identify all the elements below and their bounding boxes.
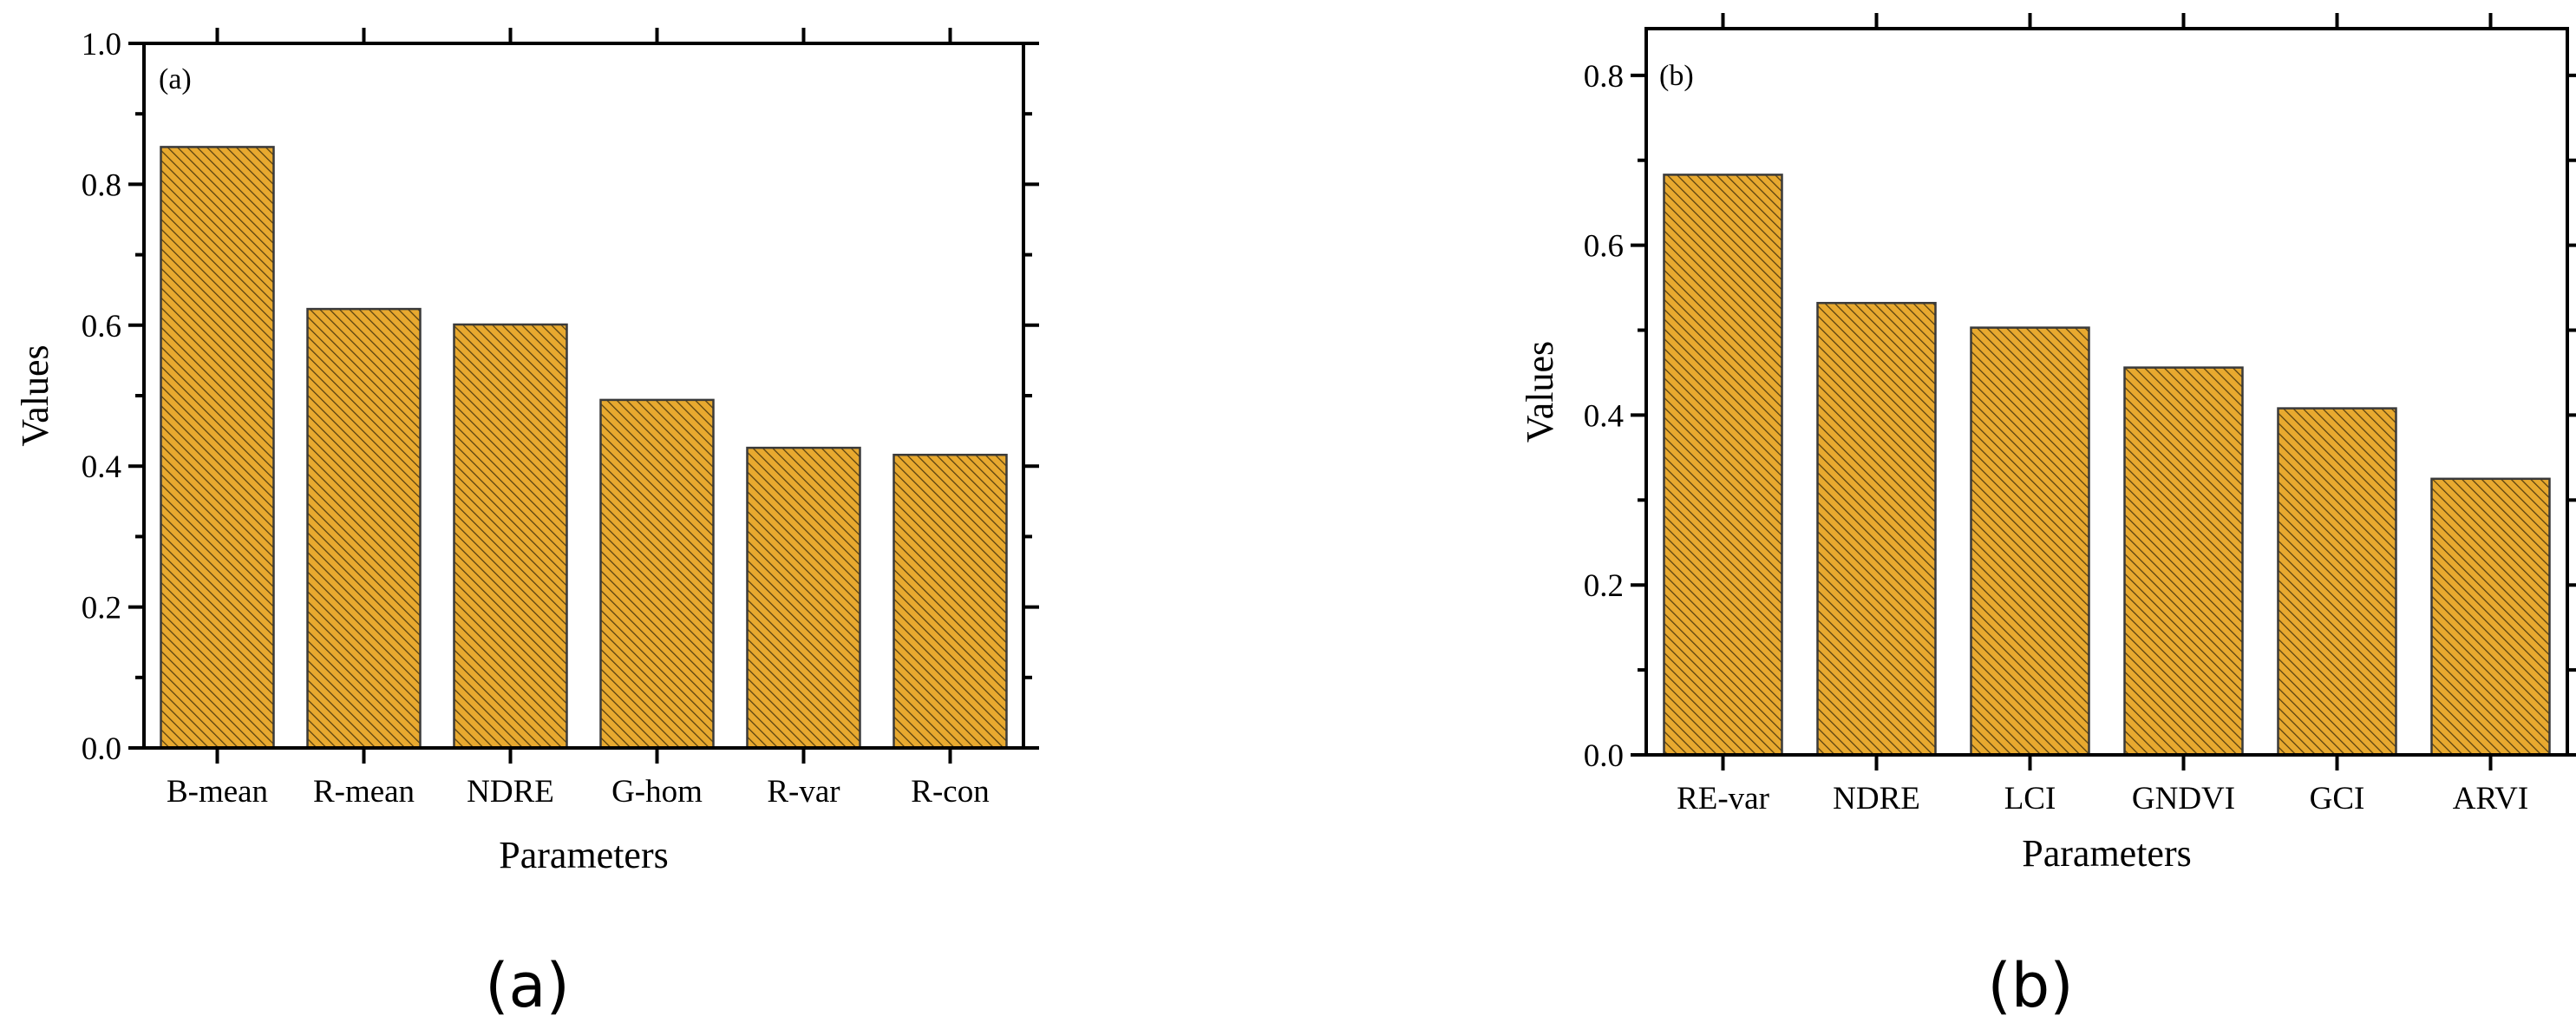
caption-b: (b) bbox=[1987, 950, 2073, 1021]
plot-frame-b bbox=[1644, 27, 2569, 757]
panel-label-a: (a) bbox=[159, 63, 192, 95]
y-tick-label-a: 0.2 bbox=[82, 591, 121, 626]
bar-b-gndvi bbox=[2123, 366, 2244, 757]
x-tick-label-b: GCI bbox=[2310, 781, 2365, 816]
bar-a-r-mean bbox=[306, 307, 422, 750]
bar-b-arvi bbox=[2430, 477, 2551, 757]
y-tick-label-b: 0.8 bbox=[1584, 59, 1624, 95]
panel-label-b: (b) bbox=[1659, 60, 1694, 92]
x-tick-label-b: ARVI bbox=[2453, 781, 2528, 816]
x-tick-label-a: G-hom bbox=[611, 774, 703, 810]
bar-a-ndre bbox=[453, 323, 568, 750]
y-tick-label-a: 0.6 bbox=[82, 309, 121, 344]
bar-a-b-mean bbox=[160, 146, 275, 750]
x-tick-label-b: RE-var bbox=[1677, 781, 1769, 816]
bar-a-g-hom bbox=[599, 398, 715, 750]
bar-b-re-var bbox=[1663, 174, 1783, 757]
bar-b-lci bbox=[1970, 326, 2090, 757]
x-tick-label-a: B-mean bbox=[167, 774, 268, 810]
x-tick-label-b: LCI bbox=[2004, 781, 2056, 816]
y-tick-label-b: 0.4 bbox=[1584, 398, 1624, 434]
bar-a-r-var bbox=[746, 446, 861, 750]
chart-panel-a: 0.0 0.2 0.4 0.6 0.8 1.0 B-mean R-mean NDRE G-hom R… bbox=[14, 27, 1039, 876]
y-tick-label-b: 0.0 bbox=[1584, 738, 1624, 774]
x-tick-label-a: R-var bbox=[767, 774, 840, 810]
bar-b-gci bbox=[2277, 407, 2397, 757]
x-tick-label-a: R-mean bbox=[313, 774, 415, 810]
x-tick-label-a: NDRE bbox=[467, 774, 554, 810]
y-tick-label-a: 0.4 bbox=[82, 449, 121, 485]
x-tick-label-b: GNDVI bbox=[2132, 781, 2235, 816]
y-tick-label-b: 0.6 bbox=[1584, 229, 1624, 265]
x-tick-label-b: NDRE bbox=[1833, 781, 1920, 816]
y-tick-label-a: 0.0 bbox=[82, 731, 121, 767]
caption-a: (a) bbox=[485, 950, 570, 1021]
x-axis-label-b: Parameters bbox=[2022, 832, 2191, 875]
x-axis-label-a: Parameters bbox=[499, 834, 668, 876]
y-tick-label-a: 1.0 bbox=[82, 27, 121, 62]
y-tick-label-a: 0.8 bbox=[82, 167, 121, 203]
plot-frame-a bbox=[142, 42, 1025, 750]
x-tick-label-a: R-con bbox=[911, 774, 989, 810]
bar-a-r-con bbox=[892, 453, 1008, 750]
y-tick-label-b: 0.2 bbox=[1584, 568, 1624, 604]
y-axis-label-a: Values bbox=[14, 344, 56, 446]
bar-b-ndre bbox=[1816, 301, 1937, 757]
chart-panel-b: 0.0 0.2 0.4 0.6 0.8 RE-var NDRE LCI GNDVI GCI ARVI… bbox=[1519, 13, 2576, 875]
y-axis-label-b: Values bbox=[1519, 341, 1561, 443]
